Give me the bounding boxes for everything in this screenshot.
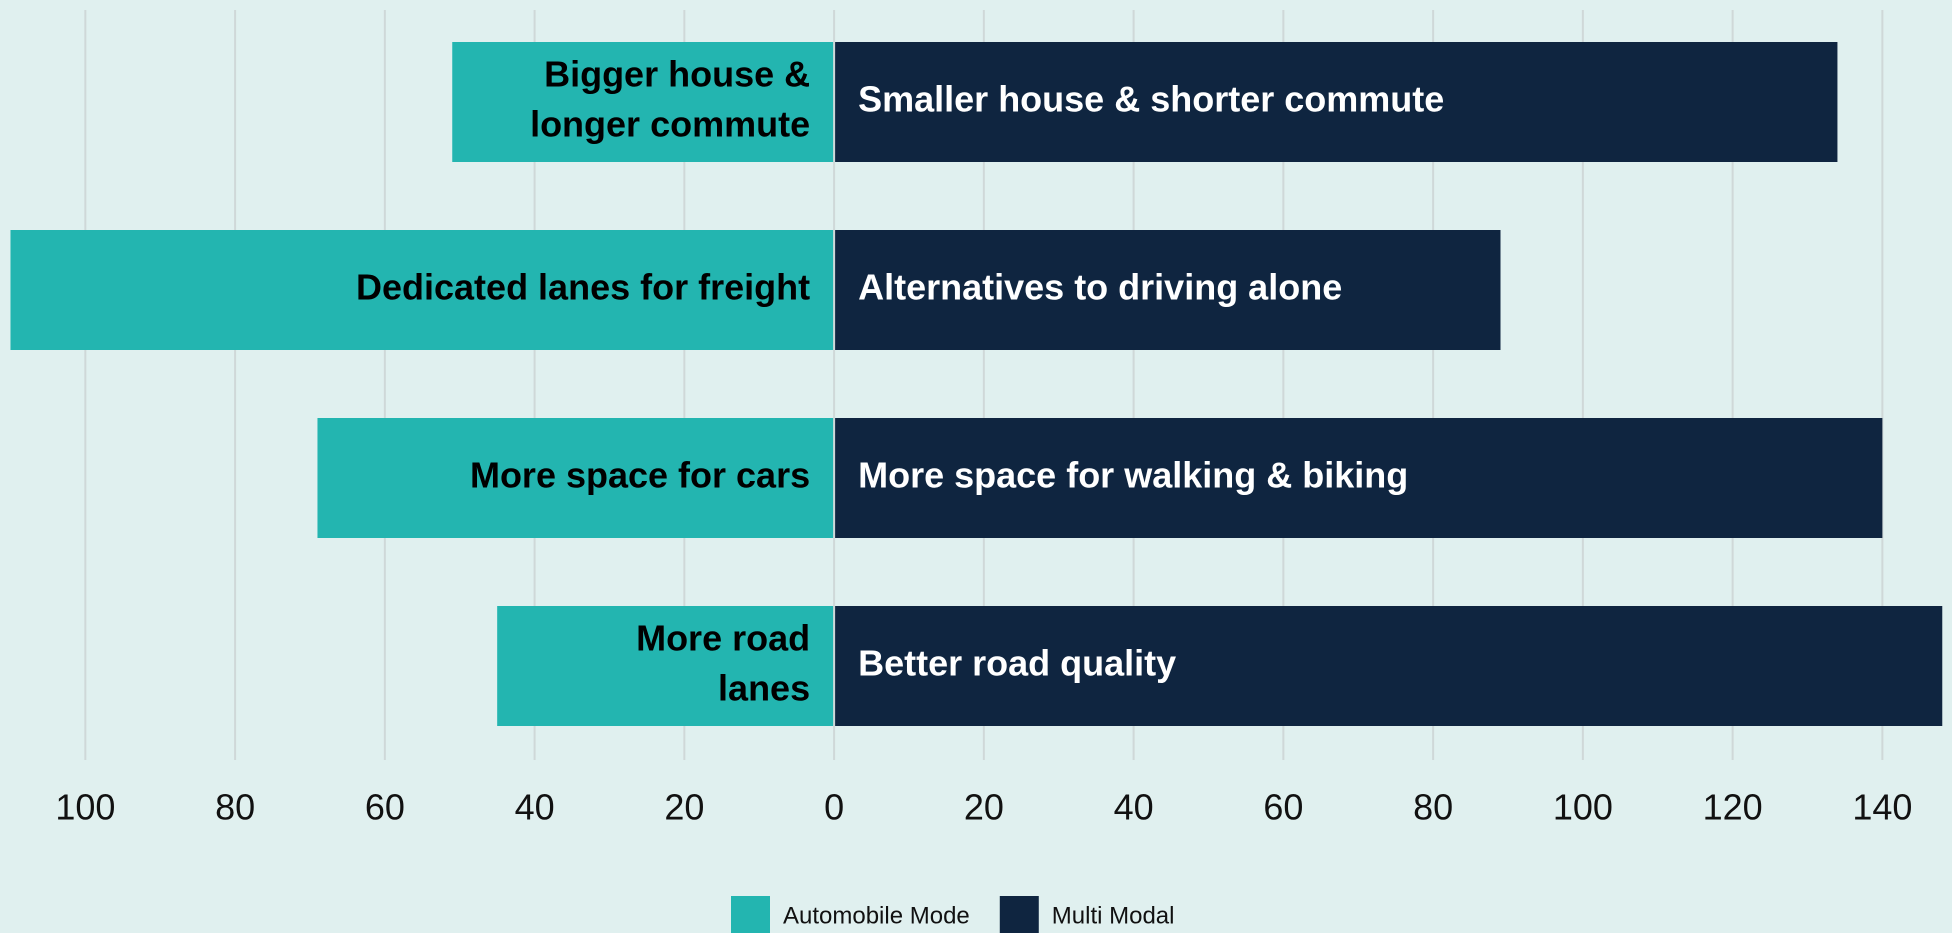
x-tick-label: 40 — [515, 787, 555, 828]
x-tick-label: 60 — [1263, 787, 1303, 828]
bar — [835, 42, 1838, 162]
x-tick-label: 60 — [365, 787, 405, 828]
x-tick-label: 0 — [824, 787, 844, 828]
bar-label: More space for cars — [470, 455, 810, 496]
bar — [452, 42, 834, 162]
bar — [835, 418, 1883, 538]
legend-swatch — [999, 896, 1039, 933]
x-tick-label: 120 — [1703, 787, 1763, 828]
x-tick-label: 100 — [1553, 787, 1613, 828]
x-tick-label: 40 — [1114, 787, 1154, 828]
legend-label: Automobile Mode — [783, 902, 970, 929]
x-tick-label: 80 — [215, 787, 255, 828]
bar-label: Smaller house & shorter commute — [858, 79, 1444, 120]
bar — [835, 606, 1943, 726]
bar — [10, 230, 834, 350]
bar — [835, 230, 1501, 350]
x-tick-label: 100 — [55, 787, 115, 828]
bar-label: Dedicated lanes for freight — [356, 267, 810, 308]
bar-label: longer commute — [530, 104, 810, 145]
x-tick-label: 20 — [664, 787, 704, 828]
x-tick-label: 140 — [1852, 787, 1912, 828]
bar-label: lanes — [718, 668, 810, 709]
bar-label: Better road quality — [858, 643, 1176, 684]
bar-label: More space for walking & biking — [858, 455, 1408, 496]
bar-label: Bigger house & — [544, 54, 810, 95]
bar-label: More road — [636, 618, 810, 659]
legend-label: Multi Modal — [1052, 902, 1175, 929]
bar-label: Alternatives to driving alone — [858, 267, 1342, 308]
legend-swatch — [731, 896, 770, 933]
x-tick-label: 80 — [1413, 787, 1453, 828]
x-tick-label: 20 — [964, 787, 1004, 828]
bar — [497, 606, 834, 726]
bar — [317, 418, 834, 538]
